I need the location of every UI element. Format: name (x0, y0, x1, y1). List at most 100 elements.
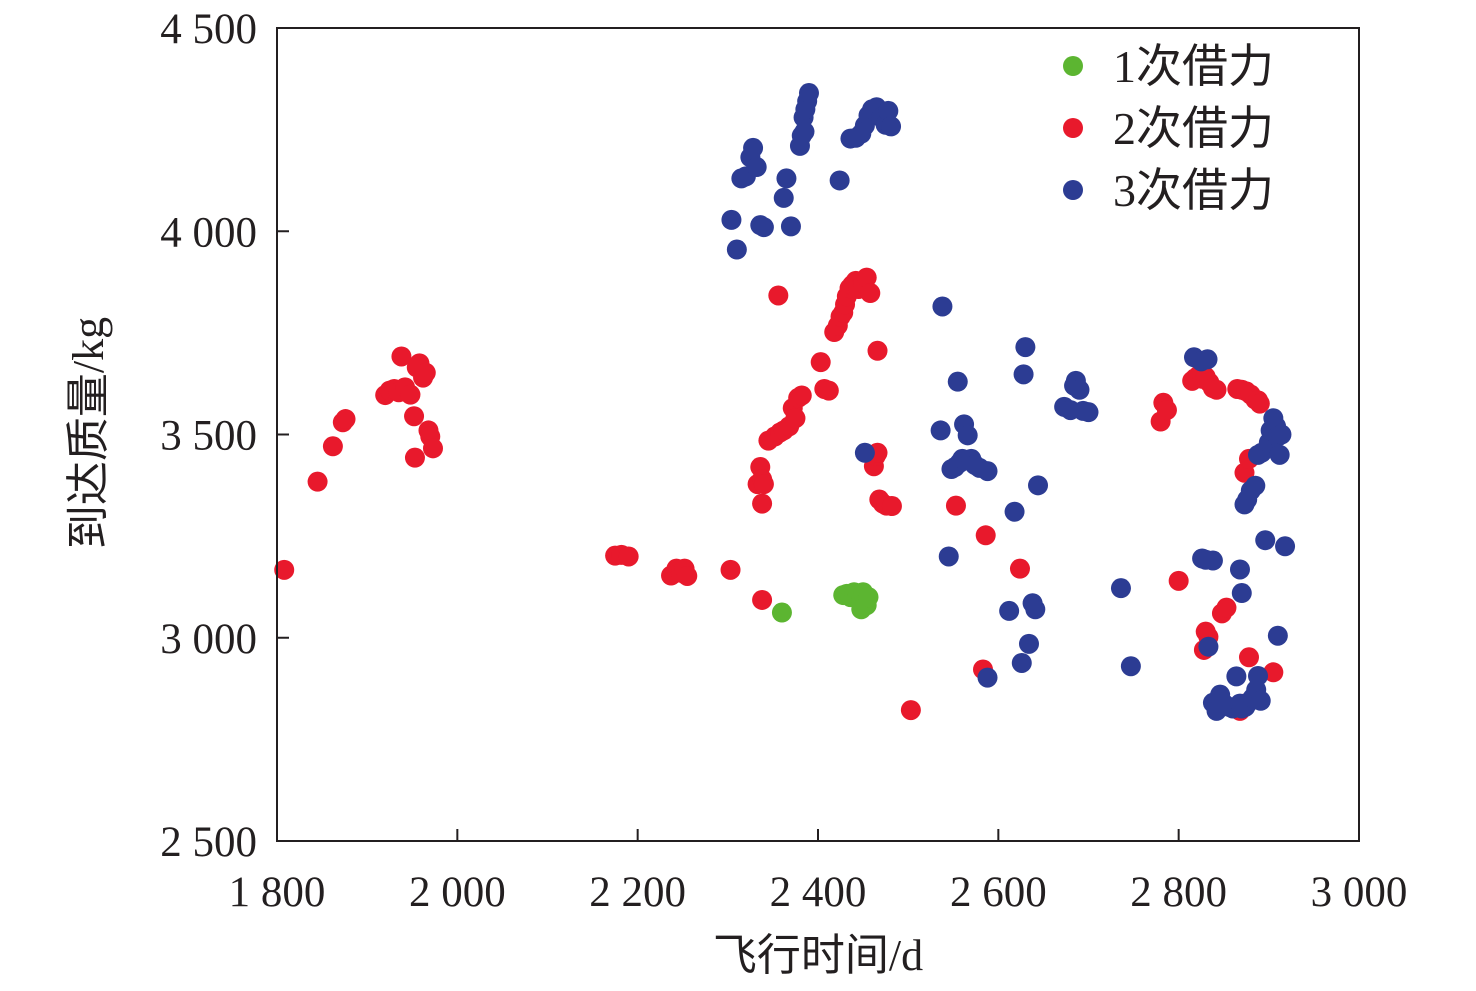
series-2-point-75 (1009, 558, 1030, 579)
series-3-point-47 (977, 667, 998, 688)
series-2-point-72 (945, 495, 966, 516)
series-2-point-99 (1249, 393, 1270, 414)
series-3-point-56 (1028, 475, 1049, 496)
axis-ticks (276, 27, 1360, 842)
y-tick-label-4000: 4 000 (160, 209, 257, 256)
series-3-point-63 (1078, 402, 1099, 423)
series-3-point-102 (1269, 444, 1290, 465)
series-3-point-49 (1004, 501, 1025, 522)
x-tick-label-2800: 2 800 (1130, 869, 1227, 916)
series-2-point-105 (1263, 662, 1284, 683)
series-3-point-46 (977, 461, 998, 482)
series-3-point-88 (1229, 559, 1250, 580)
series-3-point-9 (753, 217, 774, 238)
series-2-point-5 (335, 409, 356, 430)
legend-label-3: 3次借力 (1113, 165, 1274, 216)
series-2-point-21 (404, 447, 425, 468)
series-2-point-49 (818, 380, 839, 401)
series-2-point-13 (404, 406, 425, 427)
data-points-layer (274, 83, 1296, 721)
legend-label-2: 2次借力 (1113, 103, 1274, 154)
series-2-point-17 (415, 362, 436, 383)
series-3-point-42 (957, 425, 978, 446)
series-2-point-78 (1156, 400, 1177, 421)
series-3-point-30 (878, 100, 899, 121)
series-2-point-31 (752, 589, 773, 610)
y-tick-label-3000: 3 000 (160, 616, 257, 663)
series-3-point-20 (829, 170, 850, 191)
series-2-point-71 (900, 700, 921, 721)
x-tick-label-2000: 2 000 (409, 869, 506, 916)
y-tick-label-2500: 2 500 (160, 819, 257, 866)
series-3-point-55 (1025, 599, 1046, 620)
series-2-point-102 (1238, 647, 1259, 668)
series-3-point-2 (726, 239, 747, 260)
series-3-point-10 (773, 187, 794, 208)
series-3-point-103 (1271, 424, 1292, 445)
series-3-point-34 (930, 420, 951, 441)
x-axis-title: 飞行时间/d (713, 931, 923, 980)
legend-marker-3 (1063, 180, 1083, 200)
series-3-point-64 (1110, 578, 1131, 599)
series-3-point-19 (794, 121, 815, 142)
series-2-point-47 (810, 352, 831, 373)
x-tick-label-2600: 2 600 (950, 869, 1047, 916)
series-3-point-105 (1267, 625, 1288, 646)
legend-marker-2 (1063, 118, 1083, 138)
series-3-point-96 (1255, 530, 1276, 551)
y-axis-title: 到达质量/kg (64, 317, 113, 549)
series-3-point-38 (947, 371, 968, 392)
series-3-point-61 (1069, 379, 1090, 400)
series-3-point-11 (776, 168, 797, 189)
series-3-point-93 (1245, 475, 1266, 496)
legend: 1次借力 2次借力 3次借力 (1063, 41, 1274, 216)
series-2-point-30 (720, 559, 741, 580)
x-tick-label-2200: 2 200 (589, 869, 686, 916)
series-3-point-71 (1202, 550, 1223, 571)
legend-label-1: 1次借力 (1113, 41, 1274, 92)
series-2-point-36 (752, 493, 773, 514)
series-3-point-79 (1226, 666, 1247, 687)
series-2-point-87 (1206, 379, 1227, 400)
series-2-point-10 (391, 346, 412, 367)
series-3-point-1 (721, 209, 742, 230)
series-3-point-6 (743, 137, 764, 158)
x-tick-label-3000: 3 000 (1311, 869, 1408, 916)
series-2-point-45 (791, 385, 812, 406)
series-2-point-92 (1216, 597, 1237, 618)
series-2-point-12 (400, 384, 421, 405)
series-2-point-43 (785, 408, 806, 429)
series-3-point-52 (1015, 337, 1036, 358)
series-2-point-62 (860, 283, 881, 304)
axis-tick-labels: 1 800 2 000 2 200 2 400 2 600 2 800 3 000 2 500… (160, 6, 1407, 916)
series-3-point-50 (1011, 652, 1032, 673)
series-2-point-46 (768, 285, 789, 306)
series-3-point-86 (1248, 665, 1269, 686)
series-3-point-31 (881, 116, 902, 137)
series-3-point-12 (780, 216, 801, 237)
series-3-point-89 (1231, 583, 1252, 604)
series-3-point-18 (798, 83, 819, 104)
series-3-point-104 (1275, 536, 1296, 557)
series-2-point-70 (881, 496, 902, 517)
series-1-point-1 (771, 602, 792, 623)
series-3-point-87 (1250, 690, 1271, 711)
series-2-point-2 (307, 471, 328, 492)
series-3-point-32 (854, 442, 875, 463)
series-2-point-29 (677, 565, 698, 586)
series-3-point-51 (1013, 364, 1034, 385)
series-3-point-72 (1198, 636, 1219, 657)
series-2-point-3 (322, 436, 343, 457)
series-3-point-7 (746, 157, 767, 178)
series-3-point-68 (1197, 349, 1218, 370)
series-3-point-35 (938, 546, 959, 567)
series-3-point-53 (1018, 633, 1039, 654)
series-3-point-33 (932, 296, 953, 317)
series-2-point-24 (618, 546, 639, 567)
series-1-point-12 (858, 587, 879, 608)
x-tick-label-1800: 1 800 (229, 869, 326, 916)
x-tick-label-2400: 2 400 (770, 869, 867, 916)
legend-marker-1 (1063, 56, 1083, 76)
